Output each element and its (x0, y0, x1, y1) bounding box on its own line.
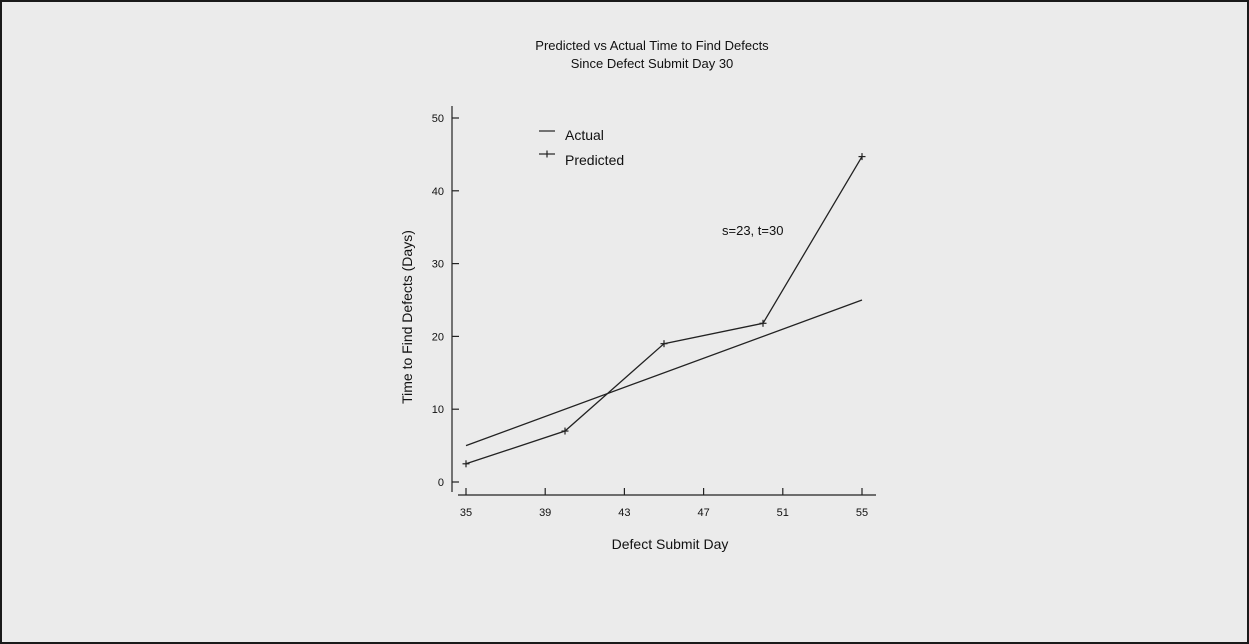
y-tick-label: 30 (432, 259, 444, 271)
x-axis-ticks: 35 39 43 47 51 55 (460, 488, 868, 519)
series-predicted-point (660, 340, 668, 348)
annotation-params: s=23, t=30 (722, 223, 783, 238)
line-chart: Predicted vs Actual Time to Find Defects… (399, 38, 876, 552)
y-axis-ticks: 0 10 20 30 40 50 (432, 113, 459, 489)
x-tick-label: 47 (697, 507, 709, 519)
legend-actual-label: Actual (565, 127, 604, 143)
y-tick-label: 0 (438, 477, 444, 489)
series-layer (462, 153, 866, 468)
series-predicted-point (759, 319, 767, 327)
series-predicted-point (858, 153, 866, 161)
y-axis-label: Time to Find Defects (Days) (399, 230, 415, 404)
x-axis-label: Defect Submit Day (612, 536, 729, 552)
x-tick-label: 55 (856, 507, 868, 519)
x-tick-label: 43 (618, 507, 630, 519)
legend: Actual Predicted (539, 127, 624, 168)
y-tick-label: 40 (432, 186, 444, 198)
y-tick-label: 10 (432, 404, 444, 416)
chart-title: Predicted vs Actual Time to Find Defects (535, 38, 769, 53)
x-tick-label: 51 (777, 507, 789, 519)
x-tick-label: 39 (539, 507, 551, 519)
y-tick-label: 20 (432, 331, 444, 343)
x-tick-label: 35 (460, 507, 472, 519)
series-actual-line (465, 299, 863, 447)
series-predicted-point (462, 460, 470, 468)
chart-subtitle: Since Defect Submit Day 30 (571, 56, 734, 71)
series-predicted-point (561, 427, 569, 435)
y-tick-label: 50 (432, 113, 444, 125)
legend-predicted-label: Predicted (565, 152, 624, 168)
series-predicted-line (465, 156, 863, 465)
